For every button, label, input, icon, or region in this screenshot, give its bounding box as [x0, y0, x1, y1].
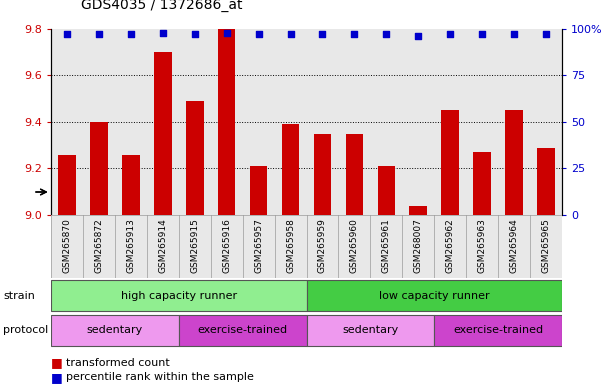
- Point: [158, 30, 168, 36]
- Bar: [307, 315, 435, 346]
- Text: sedentary: sedentary: [87, 325, 143, 335]
- Bar: [90, 122, 108, 215]
- Text: GSM265963: GSM265963: [478, 218, 487, 273]
- Point: [477, 31, 487, 38]
- Bar: [537, 147, 555, 215]
- Text: GSM265916: GSM265916: [222, 218, 231, 273]
- Point: [445, 31, 455, 38]
- Text: strain: strain: [3, 291, 35, 301]
- Bar: [409, 206, 427, 215]
- Text: GSM265964: GSM265964: [510, 218, 519, 273]
- Bar: [377, 166, 395, 215]
- Text: GSM265959: GSM265959: [318, 218, 327, 273]
- Text: GSM265915: GSM265915: [191, 218, 200, 273]
- Bar: [51, 315, 179, 346]
- Text: GSM265960: GSM265960: [350, 218, 359, 273]
- Text: GDS4035 / 1372686_at: GDS4035 / 1372686_at: [81, 0, 243, 12]
- Text: protocol: protocol: [3, 325, 48, 335]
- Bar: [314, 134, 331, 215]
- Bar: [307, 280, 562, 311]
- Text: exercise-trained: exercise-trained: [198, 325, 288, 335]
- Point: [190, 31, 200, 38]
- Point: [63, 31, 72, 38]
- Text: transformed count: transformed count: [66, 358, 170, 368]
- Point: [222, 30, 231, 36]
- Bar: [434, 315, 562, 346]
- Bar: [346, 134, 363, 215]
- Bar: [218, 29, 236, 215]
- Text: ■: ■: [51, 371, 67, 384]
- Bar: [51, 280, 307, 311]
- Point: [541, 31, 551, 38]
- Text: low capacity runner: low capacity runner: [379, 291, 490, 301]
- Text: ■: ■: [51, 356, 67, 369]
- Text: GSM265957: GSM265957: [254, 218, 263, 273]
- Text: high capacity runner: high capacity runner: [121, 291, 237, 301]
- Point: [318, 31, 328, 38]
- Point: [350, 31, 359, 38]
- Text: GSM268007: GSM268007: [413, 218, 423, 273]
- Point: [285, 31, 295, 38]
- Bar: [179, 315, 307, 346]
- Bar: [122, 154, 139, 215]
- Point: [413, 33, 423, 39]
- Bar: [154, 52, 172, 215]
- Point: [94, 31, 104, 38]
- Bar: [441, 110, 459, 215]
- Text: GSM265958: GSM265958: [286, 218, 295, 273]
- Text: exercise-trained: exercise-trained: [453, 325, 543, 335]
- Text: GSM265965: GSM265965: [542, 218, 551, 273]
- Text: GSM265961: GSM265961: [382, 218, 391, 273]
- Point: [254, 31, 263, 38]
- Text: sedentary: sedentary: [342, 325, 398, 335]
- Point: [126, 31, 136, 38]
- Point: [509, 31, 519, 38]
- Text: GSM265914: GSM265914: [158, 218, 167, 273]
- Point: [382, 31, 391, 38]
- Bar: [505, 110, 523, 215]
- Bar: [474, 152, 491, 215]
- Text: GSM265962: GSM265962: [446, 218, 455, 273]
- Text: percentile rank within the sample: percentile rank within the sample: [66, 372, 254, 382]
- Text: GSM265870: GSM265870: [63, 218, 72, 273]
- Text: GSM265913: GSM265913: [126, 218, 135, 273]
- Bar: [250, 166, 267, 215]
- Text: GSM265872: GSM265872: [94, 218, 103, 273]
- Bar: [58, 154, 76, 215]
- Bar: [186, 101, 204, 215]
- Bar: [282, 124, 299, 215]
